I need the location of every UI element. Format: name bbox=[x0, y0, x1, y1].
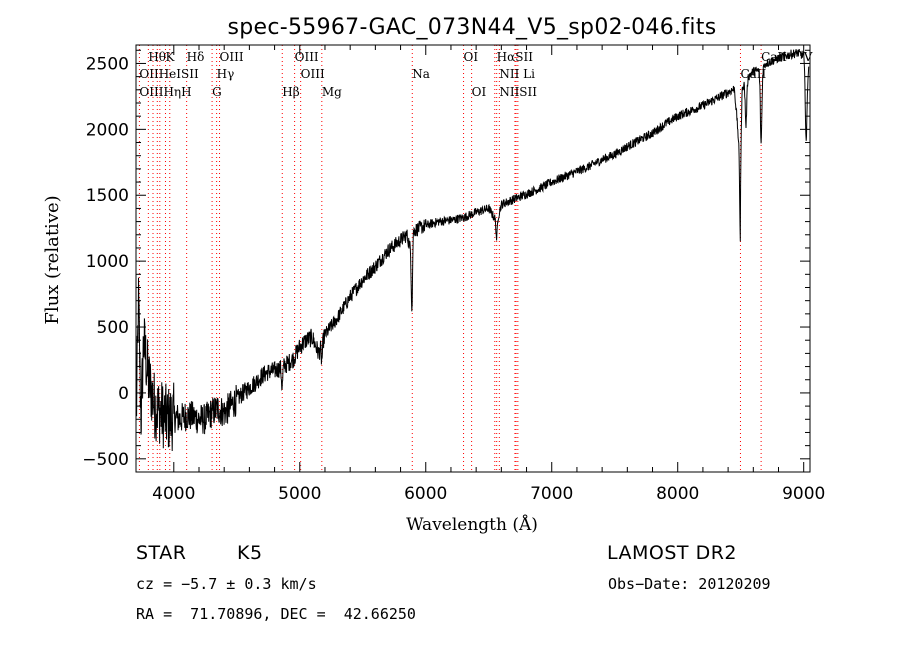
line-marker-label: K bbox=[165, 50, 175, 64]
line-marker-label: NII Li bbox=[499, 67, 535, 81]
line-marker-label: Hβ bbox=[282, 85, 299, 99]
y-tick-label: 1000 bbox=[86, 252, 129, 272]
line-marker-label: CaII bbox=[740, 67, 766, 81]
y-tick-label: −500 bbox=[82, 450, 129, 470]
y-tick-label: 500 bbox=[97, 318, 129, 338]
x-tick-label: 5000 bbox=[278, 484, 321, 504]
y-tick-label: 2000 bbox=[86, 120, 129, 140]
line-marker-label: OI bbox=[472, 85, 487, 99]
x-tick-label: 7000 bbox=[530, 484, 573, 504]
x-tick-label: 8000 bbox=[656, 484, 699, 504]
line-marker-label: OIII bbox=[301, 67, 325, 81]
x-tick-label: 6000 bbox=[404, 484, 447, 504]
coordinates-readout: RA = 71.70896, DEC = 42.66250 bbox=[136, 605, 416, 623]
chart-title: spec-55967-GAC_073N44_V5_sp02-046.fits bbox=[228, 15, 717, 40]
line-marker-label: HαSII bbox=[497, 50, 534, 64]
line-marker-label: Hγ bbox=[217, 67, 235, 81]
y-tick-label: 0 bbox=[118, 384, 129, 404]
observation-date: Obs−Date: 20120209 bbox=[608, 575, 771, 593]
redshift-readout: cz = −5.7 ± 0.3 km/s bbox=[136, 575, 317, 593]
y-tick-label: 2500 bbox=[86, 54, 129, 74]
line-marker-label: OIII bbox=[295, 50, 319, 64]
y-axis-label: Flux (relative) bbox=[42, 195, 63, 324]
axes: 4000 5000 6000 7000 8000 9000 −500 0 500 1000 1500… bbox=[82, 44, 825, 504]
line-marker-label: OIIHeISII bbox=[139, 67, 199, 81]
survey-name: LAMOST DR2 bbox=[607, 542, 737, 564]
line-marker-label: OIIIHηH bbox=[139, 85, 191, 99]
line-marker-label: OI bbox=[464, 50, 479, 64]
y-tick-label: 1500 bbox=[86, 186, 129, 206]
plot-frame bbox=[135, 44, 811, 473]
line-marker-label: Mg bbox=[322, 85, 342, 99]
line-marker-label: OIII bbox=[220, 50, 244, 64]
line-marker-label: Hθ bbox=[148, 50, 166, 64]
line-marker-label: NIISII bbox=[499, 85, 537, 99]
spectral-subclass: K5 bbox=[237, 542, 263, 564]
x-tick-label: 4000 bbox=[152, 484, 195, 504]
line-marker-label: Na bbox=[412, 67, 430, 81]
line-markers: Hθ K Hδ OIII OIII OI HαSII CaII OIIHeISII Hγ OIII N… bbox=[138, 45, 813, 472]
x-tick-label: 9000 bbox=[782, 484, 825, 504]
spectrum-line bbox=[135, 49, 810, 452]
object-type: STAR bbox=[136, 542, 187, 564]
line-marker-label: Hδ bbox=[187, 50, 205, 64]
plot-area bbox=[135, 49, 810, 452]
x-axis-label: Wavelength (Å) bbox=[406, 514, 538, 535]
line-marker-label: G bbox=[212, 85, 222, 99]
line-marker-label: V bbox=[803, 50, 813, 64]
